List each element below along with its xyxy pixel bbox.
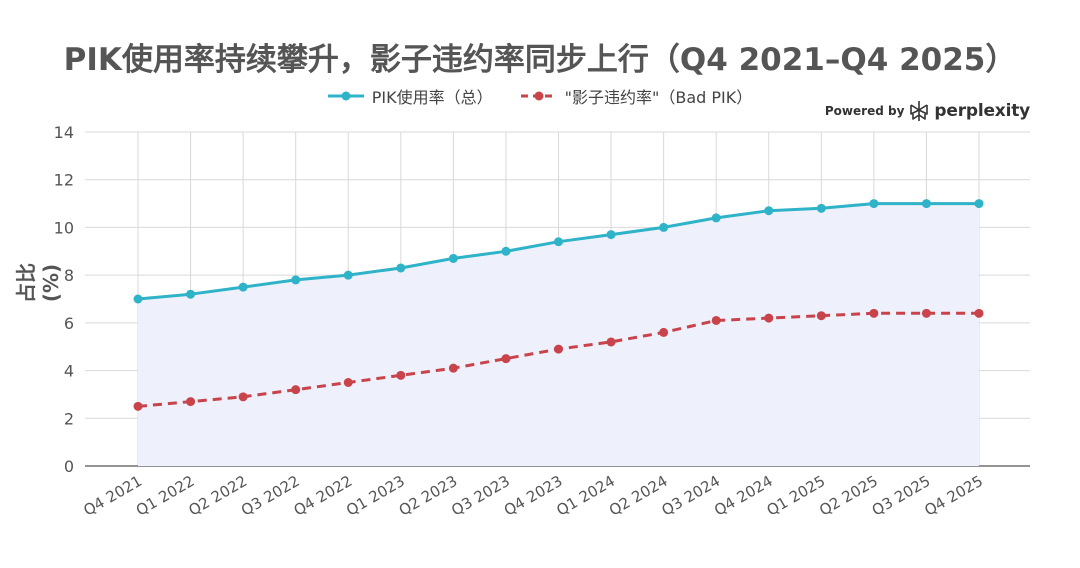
x-tick-label-3: Q3 2022 <box>238 472 303 520</box>
y-tick-label-8: 8 <box>64 266 74 285</box>
x-tick-label-9: Q1 2024 <box>553 472 618 520</box>
data-point-s1-8 <box>554 344 563 354</box>
data-point-s1-12 <box>764 313 774 323</box>
data-point-s0-1 <box>186 289 196 299</box>
y-tick-label-14: 14 <box>54 123 74 142</box>
y-tick-label-12: 12 <box>54 171 74 190</box>
data-point-s0-6 <box>448 253 458 263</box>
y-axis-ticks: 0 2 4 6 8 10 12 14 <box>54 123 74 476</box>
series-area-0 <box>138 203 979 466</box>
x-tick-label-16: Q4 2025 <box>921 472 986 520</box>
chart-area-fill <box>138 203 979 466</box>
powered-by-badge: Powered by perplexity <box>825 100 1030 122</box>
data-point-s1-6 <box>448 363 458 373</box>
legend-swatch-pik <box>327 91 364 101</box>
y-tick-label-10: 10 <box>54 218 74 237</box>
data-point-s0-9 <box>606 230 616 240</box>
x-tick-label-13: Q1 2025 <box>764 472 829 520</box>
legend-label-pik: PIK使用率（总） <box>371 88 493 107</box>
data-point-s1-14 <box>869 308 879 318</box>
x-tick-label-0: Q4 2021 <box>80 472 145 520</box>
data-point-s1-1 <box>186 397 196 407</box>
x-tick-label-14: Q2 2025 <box>816 472 881 520</box>
perplexity-wordmark: perplexity <box>934 101 1030 121</box>
data-point-s0-13 <box>816 203 826 213</box>
data-point-s0-16 <box>974 199 984 209</box>
y-tick-label-6: 6 <box>64 314 74 333</box>
data-point-s0-7 <box>501 246 511 256</box>
data-point-s1-11 <box>711 315 721 325</box>
data-point-s0-4 <box>343 270 353 280</box>
legend-item-bad-pik[interactable]: "影子违约率"（Bad PIK） <box>520 84 753 108</box>
data-point-s1-4 <box>343 378 353 387</box>
x-tick-label-2: Q2 2022 <box>185 472 250 520</box>
data-point-s1-7 <box>501 354 511 364</box>
data-point-s0-8 <box>554 237 563 247</box>
data-point-s0-10 <box>659 222 669 232</box>
data-point-s1-10 <box>659 327 669 337</box>
data-point-s0-3 <box>291 275 301 285</box>
y-tick-label-0: 0 <box>64 457 74 476</box>
perplexity-logo-icon <box>910 101 929 121</box>
x-tick-label-4: Q4 2022 <box>291 472 356 520</box>
data-point-s1-2 <box>238 392 248 402</box>
x-tick-label-7: Q3 2023 <box>448 472 513 520</box>
y-tick-label-2: 2 <box>64 409 74 428</box>
data-point-s0-5 <box>396 263 406 273</box>
x-tick-label-12: Q4 2024 <box>711 472 776 520</box>
data-point-s1-13 <box>816 311 826 321</box>
data-point-s1-5 <box>396 370 406 380</box>
chart-legend: PIK使用率（总） "影子违约率"（Bad PIK） <box>0 84 1080 108</box>
chart-title: PIK使用率持续攀升，影子违约率同步上行（Q4 2021–Q4 2025） <box>63 42 1017 78</box>
data-point-s0-0 <box>133 294 143 304</box>
legend-swatch-bad-pik <box>520 91 557 101</box>
data-point-s1-9 <box>606 337 616 347</box>
x-tick-label-10: Q2 2024 <box>606 472 671 520</box>
data-point-s0-12 <box>764 206 774 216</box>
x-tick-label-11: Q3 2024 <box>659 472 724 520</box>
data-point-s0-15 <box>921 199 931 209</box>
x-tick-label-6: Q2 2023 <box>396 472 461 520</box>
data-point-s1-0 <box>133 401 143 411</box>
x-tick-label-1: Q1 2022 <box>133 472 198 520</box>
y-tick-label-4: 4 <box>64 362 74 381</box>
x-tick-label-8: Q4 2023 <box>501 472 566 520</box>
x-tick-label-15: Q3 2025 <box>869 472 934 520</box>
legend-label-bad-pik: "影子违约率"（Bad PIK） <box>564 88 753 107</box>
chart-data-points <box>133 199 984 411</box>
powered-by-label: Powered by <box>824 104 905 118</box>
data-point-s0-2 <box>238 282 248 292</box>
data-point-s1-15 <box>921 308 931 318</box>
data-point-s0-11 <box>711 213 721 223</box>
data-point-s0-14 <box>869 199 879 209</box>
legend-item-pik[interactable]: PIK使用率（总） <box>327 84 493 108</box>
data-point-s1-16 <box>974 308 984 318</box>
data-point-s1-3 <box>291 385 301 395</box>
x-tick-label-5: Q1 2023 <box>343 472 408 520</box>
